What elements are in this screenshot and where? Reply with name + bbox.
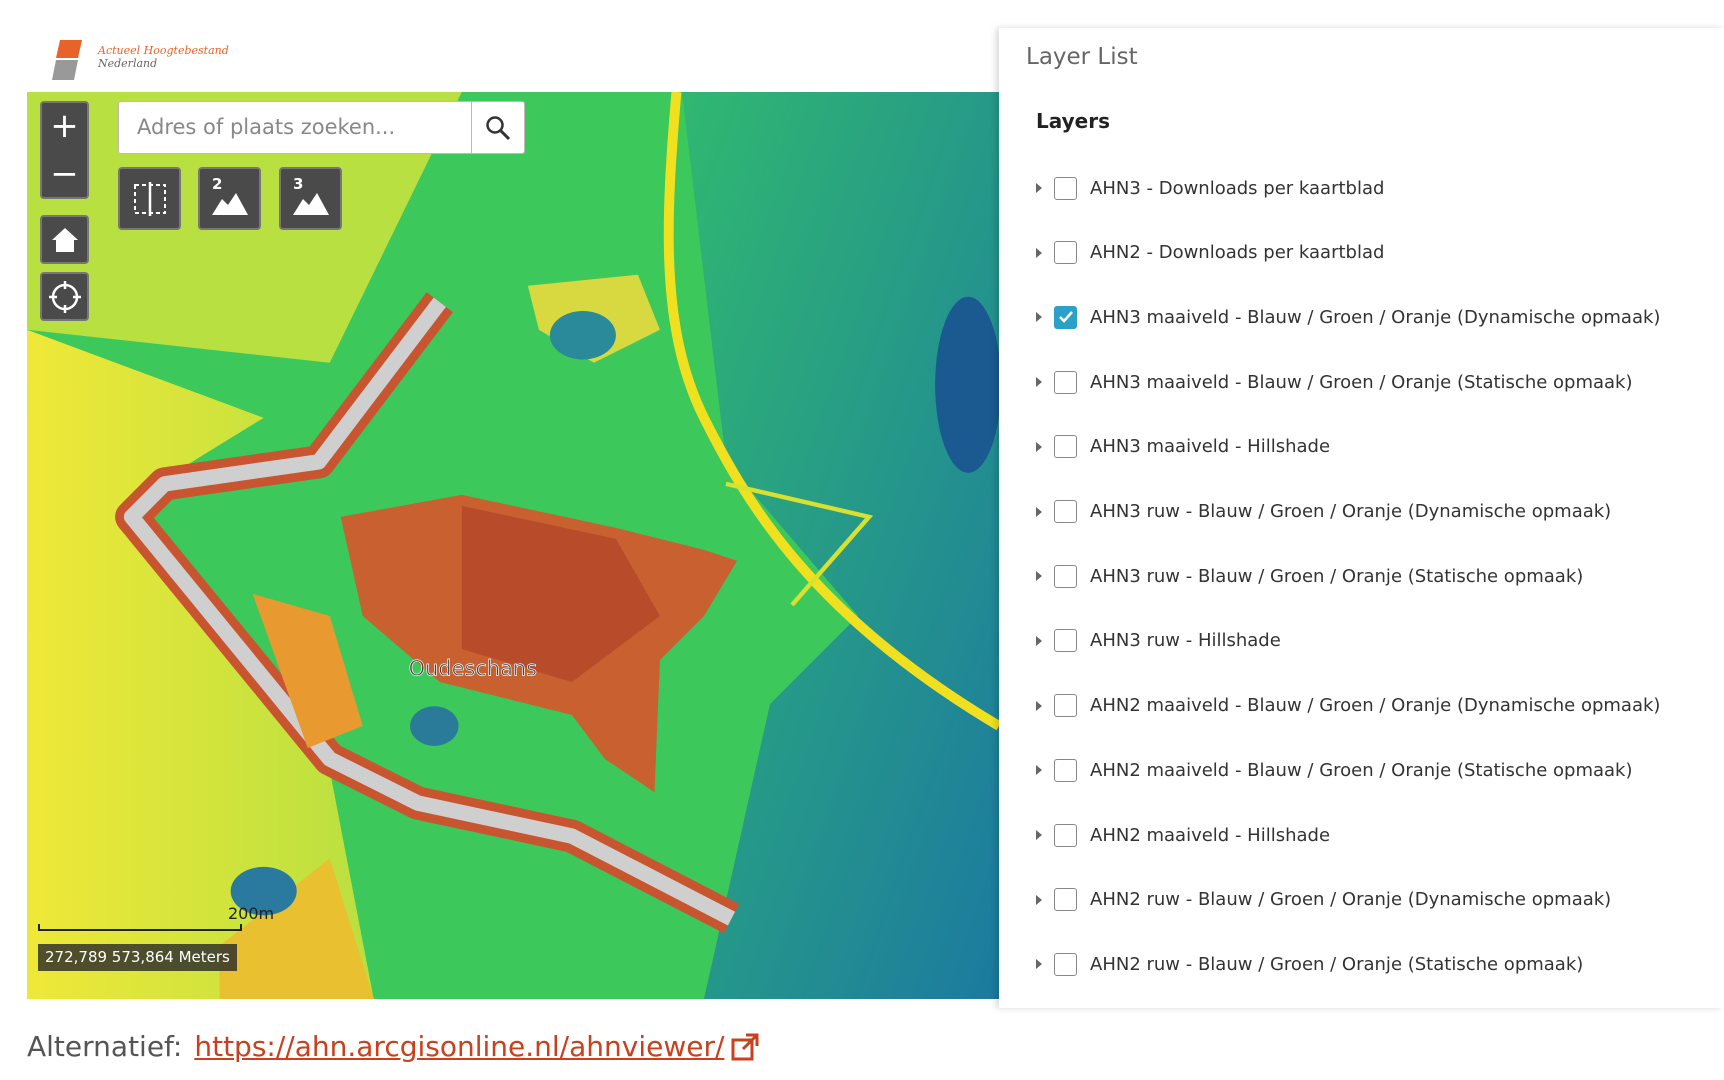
expand-arrow[interactable]: [1036, 830, 1042, 840]
layer-row: AHN3 ruw - Blauw / Groen / Oranje (Stati…: [1030, 556, 1583, 596]
layer-row: AHN3 ruw - Blauw / Groen / Oranje (Dynam…: [1030, 492, 1611, 532]
layer-checkbox[interactable]: [1054, 176, 1077, 200]
expand-arrow[interactable]: [1036, 312, 1042, 323]
layer-row: AHN3 - Downloads per kaartblad: [1030, 168, 1384, 208]
layer-label: AHN2 maaiveld - Hillshade: [1090, 824, 1331, 846]
expand-arrow[interactable]: [1036, 441, 1042, 452]
expand-arrow[interactable]: [1036, 765, 1042, 776]
tool-number: 2: [212, 175, 223, 193]
zoom-control: + −: [40, 101, 89, 199]
scale-label: 200m: [228, 904, 275, 923]
expand-arrow[interactable]: [1036, 183, 1042, 193]
layer-row: AHN2 ruw - Blauw / Groen / Oranje (Dynam…: [1030, 880, 1611, 920]
expand-arrow[interactable]: [1036, 247, 1042, 258]
swipe-button[interactable]: [118, 167, 181, 230]
zoom-out[interactable]: −: [50, 154, 79, 194]
search-box[interactable]: Adres of plaats zoeken...: [118, 101, 525, 154]
layer-checkbox[interactable]: [1054, 629, 1077, 653]
layer-row: AHN2 maaiveld - Blauw / Groen / Oranje (…: [1030, 750, 1633, 790]
logo: Actueel Hoogtebestand Nederland: [48, 36, 258, 84]
layer-row: AHN2 maaiveld - Blauw / Groen / Oranje (…: [1030, 686, 1660, 726]
layer-checkbox[interactable]: [1054, 305, 1077, 329]
layer-label: AHN3 ruw - Blauw / Groen / Oranje (Stati…: [1090, 565, 1584, 587]
panel-heading: Layers: [1036, 109, 1110, 133]
place-label: Oudeschans: [409, 656, 537, 680]
layer-label: AHN3 ruw - Blauw / Groen / Oranje (Dynam…: [1090, 501, 1612, 522]
search-button[interactable]: [471, 102, 524, 153]
layer-checkbox[interactable]: [1054, 500, 1077, 523]
zoom-in[interactable]: +: [50, 106, 79, 146]
layer-checkbox[interactable]: [1054, 435, 1077, 459]
logo-line1: Actueel Hoogtebestand: [98, 44, 229, 57]
footer-link[interactable]: https://ahn.arcgisonline.nl/ahnviewer/: [194, 1030, 725, 1063]
mountain-icon: [211, 192, 248, 215]
layer-panel: [999, 28, 1724, 1008]
layer-label: AHN2 ruw - Blauw / Groen / Oranje (Stati…: [1090, 953, 1584, 975]
tool-number: 3: [293, 175, 304, 193]
logo-line2: Nederland: [98, 57, 158, 70]
layer-label: AHN2 maaiveld - Blauw / Groen / Oranje (…: [1090, 695, 1661, 717]
layer-row: AHN3 maaiveld - Hillshade: [1030, 427, 1330, 467]
expand-arrow[interactable]: [1036, 635, 1042, 646]
expand-arrow[interactable]: [1036, 894, 1042, 905]
layer-checkbox[interactable]: [1054, 758, 1077, 782]
layer-label: AHN3 ruw - Hillshade: [1090, 630, 1281, 652]
home-button[interactable]: [40, 215, 89, 264]
expand-arrow[interactable]: [1036, 506, 1042, 517]
panel-title: Layer List: [1026, 44, 1138, 70]
search-placeholder: Adres of plaats zoeken...: [137, 115, 396, 139]
elevation-tool-button[interactable]: 2: [198, 167, 261, 230]
layer-checkbox[interactable]: [1054, 823, 1077, 847]
layer-checkbox[interactable]: [1054, 888, 1077, 912]
layer-checkbox[interactable]: [1054, 370, 1077, 394]
layer-label: AHN2 maaiveld - Blauw / Groen / Oranje (…: [1090, 759, 1633, 781]
expand-arrow[interactable]: [1036, 700, 1042, 711]
scale-bar: [38, 924, 242, 931]
layer-checkbox[interactable]: [1054, 952, 1077, 976]
layer-label: AHN2 ruw - Blauw / Groen / Oranje (Dynam…: [1090, 889, 1612, 911]
layer-label: AHN2 - Downloads per kaartblad: [1090, 242, 1385, 264]
expand-arrow[interactable]: [1036, 571, 1042, 582]
footer-label: Alternatief:: [27, 1030, 183, 1063]
layer-checkbox[interactable]: [1054, 694, 1077, 718]
layer-row: AHN3 maaiveld - Blauw / Groen / Oranje (…: [1030, 362, 1633, 402]
footer: Alternatief: https://ahn.arcgisonline.nl…: [27, 1030, 760, 1063]
layer-label: AHN3 maaiveld - Blauw / Groen / Oranje (…: [1090, 306, 1661, 328]
layer-label: AHN3 maaiveld - Blauw / Groen / Oranje (…: [1090, 371, 1633, 393]
layer-row: AHN3 ruw - Hillshade: [1030, 621, 1281, 661]
coordinates: 272,789 573,864 Meters: [38, 944, 237, 971]
layer-row: AHN3 maaiveld - Blauw / Groen / Oranje (…: [1030, 297, 1660, 337]
layer-checkbox[interactable]: [1054, 564, 1077, 588]
layer-row: AHN2 - Downloads per kaartblad: [1030, 233, 1384, 273]
layer-row: AHN2 ruw - Blauw / Groen / Oranje (Stati…: [1030, 944, 1583, 984]
layer-label: AHN3 - Downloads per kaartblad: [1090, 177, 1385, 199]
expand-arrow[interactable]: [1036, 377, 1042, 388]
layer-row: AHN2 maaiveld - Hillshade: [1030, 815, 1330, 855]
locate-button[interactable]: [40, 272, 89, 321]
expand-arrow[interactable]: [1036, 959, 1042, 970]
map: Oudeschans: [27, 92, 999, 999]
mountain-icon: [292, 192, 329, 215]
elevation-tool-button[interactable]: 3: [279, 167, 342, 230]
layer-checkbox[interactable]: [1054, 241, 1077, 265]
external-icon: [731, 1033, 759, 1060]
logo-icon: [52, 40, 82, 80]
layer-label: AHN3 maaiveld - Hillshade: [1090, 436, 1331, 458]
